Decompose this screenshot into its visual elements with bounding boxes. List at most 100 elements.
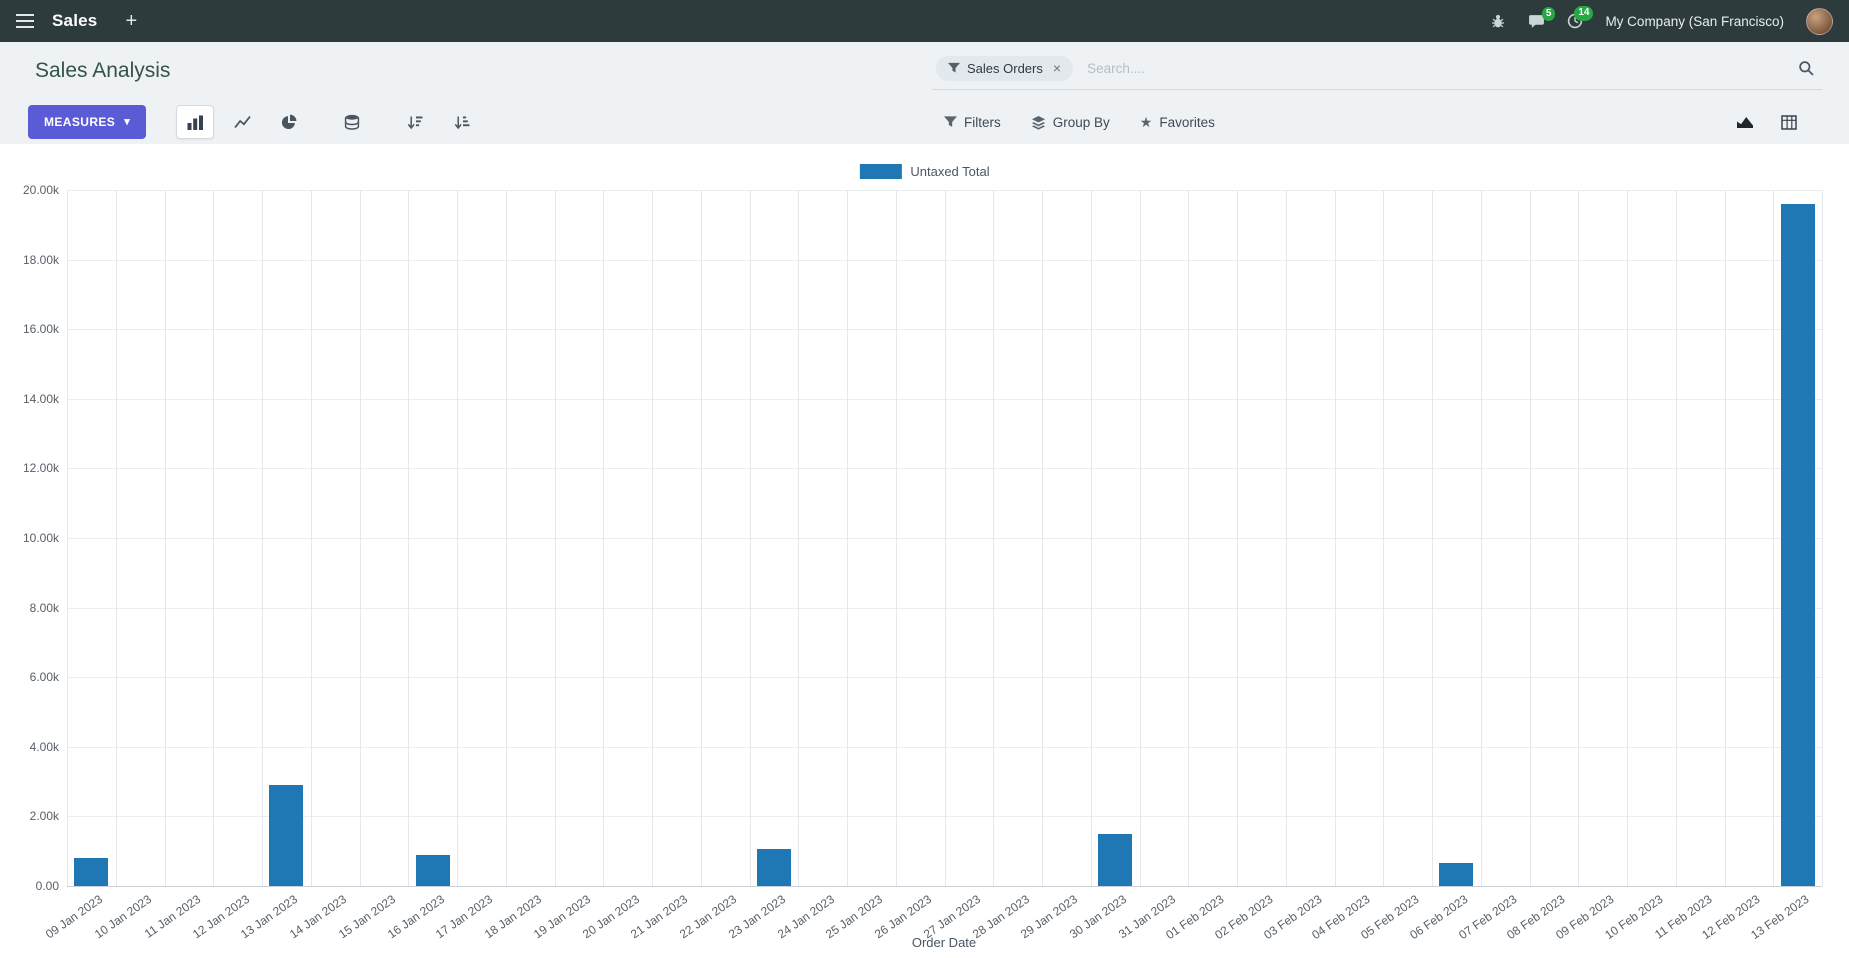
x-gridline [1139,190,1141,886]
navbar-right: 5 14 My Company (San Francisco) [1490,6,1833,35]
y-tick-label: 6.00k [29,670,59,685]
x-gridline [505,190,507,886]
x-gridline [310,190,312,886]
x-gridline [1627,190,1628,886]
x-axis-line [67,886,1822,887]
bar-06 Feb 2023[interactable] [1439,863,1474,886]
group-by-button[interactable]: Group By [1031,115,1110,130]
x-gridline [213,190,215,886]
search-icon[interactable] [1798,60,1814,76]
chart-legend[interactable]: Untaxed Total [859,164,990,179]
filters-label: Filters [964,114,1001,130]
search-bar: Sales Orders × [932,53,1822,90]
bar-13 Jan 2023[interactable] [269,785,304,886]
user-avatar[interactable] [1806,7,1833,35]
activities-badge: 14 [1574,6,1594,21]
x-gridline [1383,190,1385,886]
line-chart-button[interactable] [223,105,261,139]
stacked-toggle-button[interactable] [333,105,371,139]
x-gridline [1529,190,1531,886]
bar-16 Jan 2023[interactable] [415,854,450,886]
x-gridline [1822,190,1823,886]
legend-swatch [859,164,902,179]
messages-icon[interactable]: 5 [1528,6,1556,29]
debug-icon[interactable] [1490,13,1506,29]
x-axis-title: Order Date [911,935,977,950]
activities-clock-icon[interactable]: 14 [1567,6,1594,29]
apps-menu-icon[interactable] [16,14,34,28]
y-tick-label: 0.00 [35,879,59,893]
top-navbar: Sales + 5 14 My Company (San Francisco) [0,0,1849,42]
y-tick-label: 8.00k [29,600,59,615]
company-switcher[interactable]: My Company (San Francisco) [1605,13,1784,29]
control-panel-top: Sales Analysis Sales Orders × [0,42,1849,100]
bar-30 Jan 2023[interactable] [1098,833,1133,886]
caret-down-icon: ▾ [124,115,131,128]
chart-area: Untaxed Total Order Date 0.00 2.00k 4.00k 6… [0,144,1849,958]
search-facet-sales-orders[interactable]: Sales Orders × [936,55,1074,81]
x-gridline [67,190,68,886]
search-facet-label: Sales Orders [967,60,1043,76]
search-input[interactable] [1085,59,1798,77]
filter-funnel-icon [948,62,960,74]
x-gridline [798,190,800,886]
x-gridline [554,190,556,886]
y-tick-label: 16.00k [22,322,59,337]
x-gridline [749,190,751,886]
y-tick-label: 2.00k [29,809,59,824]
x-gridline [359,190,361,886]
graph-view-button[interactable] [1726,107,1764,137]
x-gridline [1334,190,1336,886]
y-tick-label: 4.00k [29,739,59,754]
bar-23 Jan 2023[interactable] [756,849,791,886]
sort-ascending-button[interactable] [443,105,481,139]
x-gridline [115,190,117,886]
group-by-label: Group By [1052,114,1110,130]
messages-badge: 5 [1541,6,1556,21]
x-gridline [408,190,410,886]
measures-label: MEASURES [44,115,116,129]
x-gridline [1773,190,1775,886]
bar-chart-button[interactable] [176,105,215,139]
page-title: Sales Analysis [35,59,171,82]
bar-09 Jan 2023[interactable] [74,858,109,886]
x-gridline [1724,190,1726,886]
x-gridline [1578,190,1580,886]
x-gridline [1480,190,1482,886]
control-panel: Sales Analysis Sales Orders × MEASURES ▾ [0,42,1849,144]
x-gridline [1432,190,1433,886]
chart-type-toolbar [176,105,481,139]
bar-13 Feb 2023[interactable] [1780,203,1815,886]
favorites-button[interactable]: ★ Favorites [1140,115,1215,130]
x-gridline [1285,190,1287,886]
layers-icon [1031,115,1046,130]
x-gridline [1042,190,1043,886]
x-gridline [603,190,605,886]
x-gridline [457,190,458,886]
sort-descending-button[interactable] [396,105,434,139]
new-window-button[interactable]: + [125,10,138,32]
app-menu-sales[interactable]: Sales [52,11,98,30]
legend-label: Untaxed Total [910,164,990,179]
x-gridline [993,190,995,886]
x-gridline [1188,190,1190,886]
y-tick-label: 18.00k [22,252,59,267]
x-gridline [895,190,897,886]
x-gridline [1090,190,1092,886]
x-gridline [1237,190,1238,886]
x-gridline [262,190,263,886]
control-panel-bottom: MEASURES ▾ [0,100,1849,144]
x-gridline [847,190,848,886]
y-tick-label: 10.00k [22,531,59,545]
measures-button[interactable]: MEASURES ▾ [28,105,147,139]
pie-chart-button[interactable] [270,105,308,139]
x-gridline [700,190,702,886]
facet-remove-icon[interactable]: × [1052,60,1062,76]
favorites-label: Favorites [1159,114,1215,130]
filters-funnel-icon [944,116,957,128]
search-options: Filters Group By ★ Favorites [944,115,1215,130]
pivot-view-button[interactable] [1770,107,1808,137]
x-gridline [1675,190,1677,886]
y-tick-label: 14.00k [22,391,59,406]
filters-button[interactable]: Filters [944,115,1001,130]
